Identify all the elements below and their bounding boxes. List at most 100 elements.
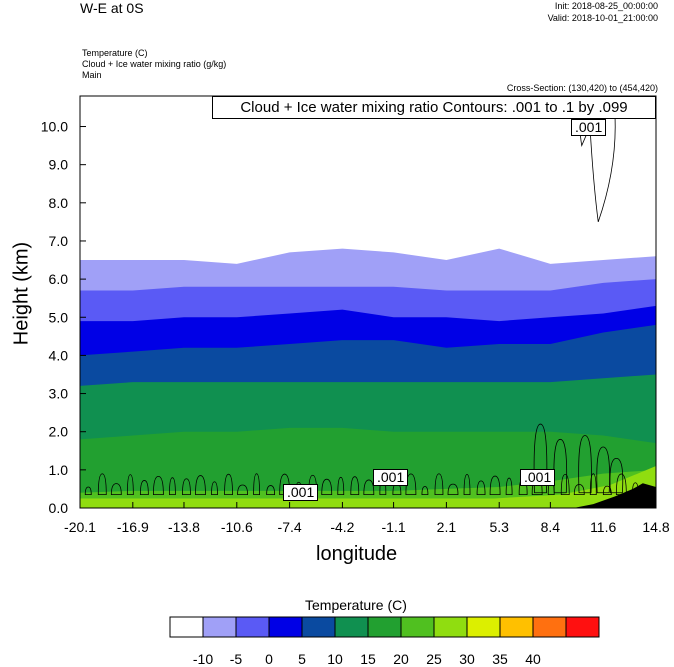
cloud-contour (169, 477, 176, 496)
y-tick-label: 2.0 (49, 424, 69, 440)
colorbar-swatch (499, 616, 534, 638)
y-tick-label: 10.0 (41, 119, 68, 135)
colorbar-label: 30 (459, 651, 475, 667)
colorbar-label: 10 (327, 651, 343, 667)
cross-section-label: Cross-Section: (130,420) to (454,420) (506, 83, 658, 93)
x-tick-label: -13.8 (168, 519, 200, 535)
x-tick-label: 11.6 (590, 519, 616, 535)
y-tick-label: 6.0 (49, 271, 69, 287)
y-tick-label: 3.0 (49, 386, 69, 402)
valid-time: Valid: 2018-10-01_21:00:00 (547, 13, 658, 23)
cloud-contour (476, 480, 486, 496)
cloud-contour (553, 438, 568, 494)
colorbar-swatch (268, 616, 303, 638)
cloud-contour (434, 473, 444, 496)
cloud-contour (578, 435, 592, 494)
cloud-contour (602, 485, 612, 496)
contour-label-low-right: .001 (520, 469, 556, 486)
cloud-contour (237, 484, 248, 496)
contour-label-low-left: .001 (283, 484, 319, 501)
cloud-contour (126, 474, 134, 496)
colorbar-swatch (466, 616, 501, 638)
cloud-contour (337, 476, 345, 496)
init-time: Init: 2018-08-25_00:00:00 (554, 1, 658, 11)
plot-title: W-E at 0S (80, 0, 144, 16)
cloud-contour (350, 476, 360, 496)
cloud-contour (321, 478, 333, 496)
y-tick-label: 5.0 (49, 309, 69, 325)
colorbar-label: 0 (265, 651, 273, 667)
colorbar-label: 35 (492, 651, 508, 667)
cloud-contour (447, 483, 459, 496)
cloud-contour (421, 486, 429, 496)
cloud-contour (152, 475, 164, 496)
cloud-contour (609, 458, 624, 494)
cloud-contour (266, 485, 276, 496)
y-tick-label: 8.0 (49, 195, 69, 211)
colorbar-swatch (301, 616, 336, 638)
colorbar-swatch (532, 616, 567, 638)
contour-label-top: .001 (571, 119, 607, 136)
colorbar-swatch (565, 616, 600, 638)
cloud-contour (139, 480, 149, 496)
colorbar-label: 5 (298, 651, 306, 667)
x-tick-label: -4.2 (330, 519, 354, 535)
colorbar-swatch (202, 616, 237, 638)
cloud-contour (589, 473, 597, 496)
cloud-contour (253, 473, 260, 496)
cloud-contour (489, 475, 501, 496)
cloud-contour (224, 473, 233, 496)
cloud-contour (195, 475, 206, 496)
y-tick-label: 4.0 (49, 347, 69, 363)
field-label-cloud-ice: Cloud + Ice water mixing ratio (g/kg) (82, 59, 227, 69)
x-tick-label: -20.1 (64, 519, 96, 535)
cloud-contour (84, 486, 92, 496)
contour-label-low-center: .001 (373, 469, 409, 486)
y-axis-label: Height (km) (10, 241, 33, 346)
colorbar-label: 15 (360, 651, 376, 667)
cloud-contour (97, 473, 107, 496)
colorbar-title: Temperature (C) (305, 597, 407, 613)
colorbar-swatch (169, 616, 204, 638)
colorbar-label: 25 (426, 651, 442, 667)
cloud-contour (211, 481, 218, 496)
cloud-contour (573, 484, 585, 496)
y-tick-label: 0.0 (49, 500, 69, 516)
x-axis-label: longitude (316, 543, 398, 565)
cloud-contour (110, 483, 122, 496)
colorbar-swatch (433, 616, 468, 638)
colorbar-swatch (334, 616, 369, 638)
colorbar-label: -5 (230, 651, 243, 667)
x-tick-label: 8.4 (541, 519, 561, 535)
cloud-contour (631, 482, 639, 496)
colorbar-swatch (235, 616, 270, 638)
x-tick-label: -10.6 (221, 519, 253, 535)
colorbar-swatch (400, 616, 435, 638)
field-label-main: Main (82, 70, 102, 80)
terrain-silhouette (573, 483, 656, 508)
cloud-contour (182, 478, 191, 496)
colorbar-label: 40 (525, 651, 541, 667)
y-tick-label: 1.0 (49, 462, 69, 478)
cloud-contour (560, 473, 570, 496)
colorbar-label: -10 (193, 651, 213, 667)
cloud-contour (615, 473, 627, 496)
cloud-contour (463, 474, 471, 496)
cloud-contour (596, 446, 610, 494)
x-tick-label: 5.3 (489, 519, 509, 535)
y-tick-label: 9.0 (49, 157, 69, 173)
x-tick-label: -7.4 (278, 519, 302, 535)
x-tick-label: -1.1 (382, 519, 406, 535)
field-label-temperature: Temperature (C) (82, 48, 148, 58)
cloud-contour (363, 479, 375, 496)
colorbar-label: 20 (393, 651, 409, 667)
cloud-contour (533, 423, 548, 494)
y-tick-label: 7.0 (49, 233, 69, 249)
cloud-contour (505, 477, 513, 496)
x-tick-label: 14.8 (642, 519, 669, 535)
colorbar-swatch (367, 616, 402, 638)
x-tick-label: 2.1 (437, 519, 457, 535)
contour-info-box: Cloud + Ice water mixing ratio Contours:… (212, 96, 656, 119)
x-tick-label: -16.9 (117, 519, 149, 535)
